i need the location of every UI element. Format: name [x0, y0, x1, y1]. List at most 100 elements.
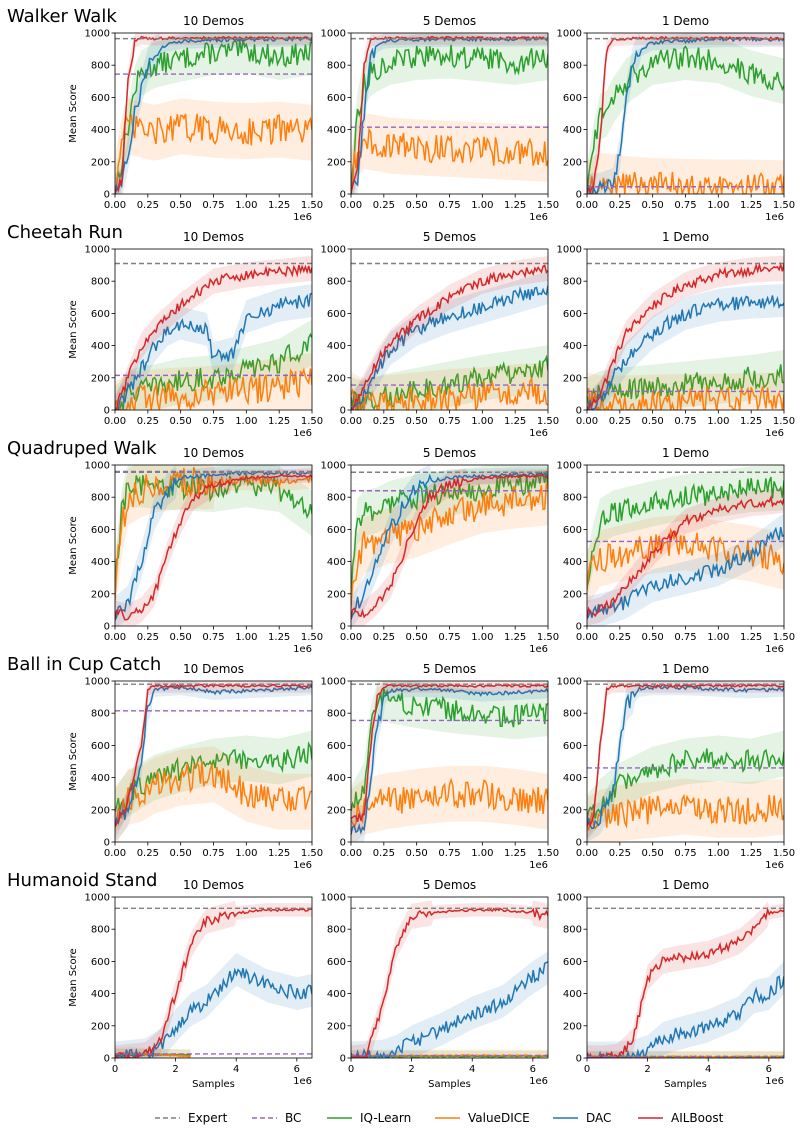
plot-area [115, 255, 312, 410]
y-tick-label: 800 [327, 925, 346, 936]
band-iq-learn [587, 465, 784, 601]
row-cheetah-run: Cheetah Run 10 Demos 0 200 400 600 800 1000 0.00… [7, 222, 795, 439]
x-tick-label: 0 [348, 1064, 354, 1075]
x-tick-label: 0.75 [674, 848, 696, 859]
legend-label: IQ-Learn [360, 1111, 411, 1125]
y-tick-label: 400 [91, 125, 110, 136]
line-dac [587, 295, 784, 410]
x-tick-label: 0.50 [642, 200, 664, 211]
y-tick-label: 400 [563, 341, 582, 352]
y-tick-label: 600 [327, 957, 346, 968]
panel: 5 Demos 0 200 400 600 800 1000 0.00 0.25 0.50 0.75… [321, 446, 560, 655]
y-tick-label: 0 [576, 406, 582, 417]
y-tick-label: 1000 [321, 29, 346, 40]
y-tick-label: 1000 [85, 461, 110, 472]
axes-frame [586, 896, 785, 1059]
y-axis-label: Mean Score [68, 516, 79, 574]
x-tick-label: 0.50 [170, 200, 192, 211]
y-tick-label: 800 [327, 709, 346, 720]
x-multiplier: 1e6 [765, 644, 784, 655]
x-tick-label: 0.00 [104, 416, 126, 427]
y-tick-label: 600 [563, 309, 582, 320]
y-tick-label: 800 [91, 493, 110, 504]
y-tick-label: 800 [563, 61, 582, 72]
row-walker-walk: Walker Walk 10 Demos 0 200 400 600 800 1000 0.00… [7, 6, 795, 223]
line-dac [351, 35, 548, 194]
panel-title: 10 Demos [183, 230, 244, 244]
line-valuedice [351, 127, 548, 188]
band-dac [351, 951, 548, 1058]
line-valuedice [351, 483, 548, 607]
legend-item-expert: Expert [155, 1111, 228, 1125]
line-ailboost [115, 683, 312, 828]
x-tick-label: 0.00 [340, 200, 362, 211]
y-tick-label: 200 [91, 157, 110, 168]
y-tick-label: 200 [563, 157, 582, 168]
x-tick-label: 0.00 [104, 848, 126, 859]
x-tick-label: 0.00 [340, 848, 362, 859]
band-dac [351, 681, 548, 842]
line-valuedice [115, 761, 312, 827]
x-tick-label: 1.00 [235, 200, 257, 211]
x-tick-label: 6 [530, 1064, 536, 1075]
legend: Expert BC IQ-Learn ValueDICE DAC AILBoost [155, 1111, 724, 1125]
y-tick-label: 200 [563, 589, 582, 600]
axes-frame [114, 896, 313, 1059]
line-dac [351, 686, 548, 835]
x-tick-label: 0.50 [406, 632, 428, 643]
legend-item-iq-learn: IQ-Learn [327, 1111, 411, 1125]
x-tick-label: 0.25 [609, 848, 631, 859]
band-dac [587, 33, 784, 194]
x-tick-label: 1.25 [268, 848, 290, 859]
line-valuedice [351, 777, 548, 829]
y-tick-label: 0 [576, 1054, 582, 1065]
x-tick-label: 0.25 [373, 848, 395, 859]
y-tick-label: 1000 [557, 461, 582, 472]
y-tick-label: 600 [563, 525, 582, 536]
row-ball-in-cup-catch: Ball in Cup Catch 10 Demos020040060080010… [7, 654, 795, 871]
x-tick-label: 0.25 [137, 416, 159, 427]
x-tick-label: 0.75 [202, 632, 224, 643]
line-ailboost [351, 264, 548, 410]
band-dac [351, 33, 548, 194]
panel: 10 Demos 0 200 400 600 800 1000 0.00 0.25 0.50 0.7… [68, 230, 323, 439]
y-axis-label: Mean Score [68, 84, 79, 142]
x-tick-label: 1.25 [268, 200, 290, 211]
y-tick-label: 200 [327, 373, 346, 384]
panel-title: 1 Demo [662, 662, 709, 676]
y-tick-label: 600 [91, 957, 110, 968]
y-tick-label: 800 [563, 493, 582, 504]
y-tick-label: 0 [340, 622, 346, 633]
line-iq-learn [587, 364, 784, 406]
x-tick-label: 0.50 [406, 200, 428, 211]
y-tick-label: 400 [327, 557, 346, 568]
x-tick-label: 4 [469, 1064, 475, 1075]
band-dac [115, 284, 312, 410]
y-tick-label: 600 [91, 525, 110, 536]
band-dac [351, 465, 548, 626]
legend-item-ailboost: AILBoost [638, 1111, 724, 1125]
x-tick-label: 0.50 [170, 848, 192, 859]
x-multiplier: 1e6 [765, 428, 784, 439]
x-tick-label: 0.50 [406, 416, 428, 427]
x-multiplier: 1e6 [529, 860, 548, 871]
x-tick-label: 0.25 [137, 200, 159, 211]
panel: 10 Demos 0 200 400 600 800 1000 0.00 0.25 0.50 0.7… [68, 14, 323, 223]
y-tick-label: 600 [327, 525, 346, 536]
line-valuedice [351, 376, 548, 410]
x-tick-label: 0.50 [642, 632, 664, 643]
x-tick-label: 1.25 [740, 632, 762, 643]
legend-label: ValueDICE [468, 1111, 530, 1125]
x-tick-label: 1.25 [268, 416, 290, 427]
y-tick-label: 0 [104, 838, 110, 849]
y-tick-label: 800 [91, 925, 110, 936]
line-dac [587, 526, 784, 620]
y-tick-label: 1000 [321, 245, 346, 256]
x-tick-label: 0.75 [202, 416, 224, 427]
band-iq-learn [115, 33, 312, 194]
plot-area [587, 33, 784, 194]
y-tick-label: 0 [340, 838, 346, 849]
line-dac [351, 285, 548, 409]
